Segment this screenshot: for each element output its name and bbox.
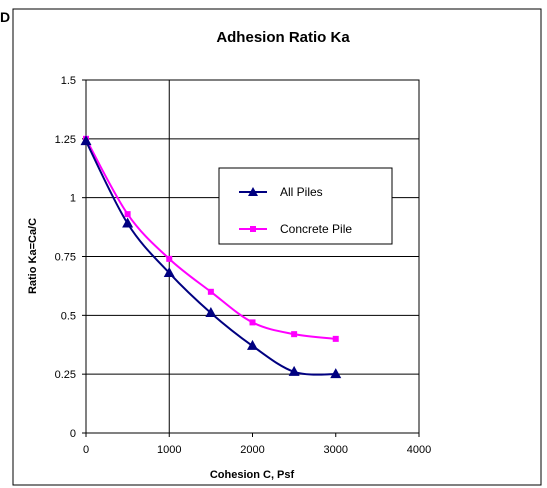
y-tick-label: 0.5	[61, 310, 76, 322]
data-point-concrete-pile	[166, 255, 173, 262]
data-point-concrete-pile	[207, 288, 214, 295]
data-point-all-piles	[205, 306, 217, 317]
data-point-concrete-pile	[249, 319, 256, 326]
data-point-all-piles	[288, 365, 300, 376]
y-tick-label: 0	[70, 428, 76, 440]
data-point-concrete-pile	[291, 331, 298, 338]
y-tick-label: 1	[70, 193, 76, 205]
y-tick-label: 0.25	[55, 369, 76, 381]
legend-label-all-piles: All Piles	[280, 185, 323, 199]
data-point-all-piles	[330, 368, 342, 379]
y-tick-label: 1.25	[55, 134, 76, 146]
x-axis-ticks: 0 1000 2000 3000 4000	[83, 433, 431, 456]
x-tick-label: 0	[83, 444, 89, 456]
data-point-concrete-pile	[124, 211, 131, 218]
data-point-all-piles	[247, 339, 258, 350]
legend-box	[218, 167, 393, 245]
legend: All Piles Concrete Pile	[218, 167, 393, 245]
legend-marker-all-piles	[248, 187, 258, 196]
x-tick-label: 1000	[157, 444, 181, 456]
x-tick-label: 4000	[407, 444, 431, 456]
y-axis-ticks: 0 0.25 0.5 0.75 1 1.25 1.5	[55, 75, 86, 440]
chart-title: Adhesion Ratio Ka	[216, 29, 350, 46]
legend-marker-concrete-pile	[250, 226, 256, 232]
corner-label: D	[0, 9, 10, 25]
data-point-all-piles	[163, 266, 175, 277]
x-tick-label: 2000	[240, 444, 264, 456]
data-point-all-piles	[80, 135, 92, 146]
y-tick-label: 0.75	[55, 252, 76, 264]
y-axis-label: Ratio Ka=Ca/C	[27, 218, 39, 294]
x-axis-label: Cohesion C, Psf	[210, 469, 295, 481]
x-tick-label: 3000	[324, 444, 348, 456]
data-point-concrete-pile	[332, 335, 339, 342]
legend-label-concrete-pile: Concrete Pile	[280, 222, 352, 236]
y-tick-label: 1.5	[61, 75, 76, 87]
series-group	[80, 135, 342, 379]
data-point-all-piles	[122, 217, 134, 228]
